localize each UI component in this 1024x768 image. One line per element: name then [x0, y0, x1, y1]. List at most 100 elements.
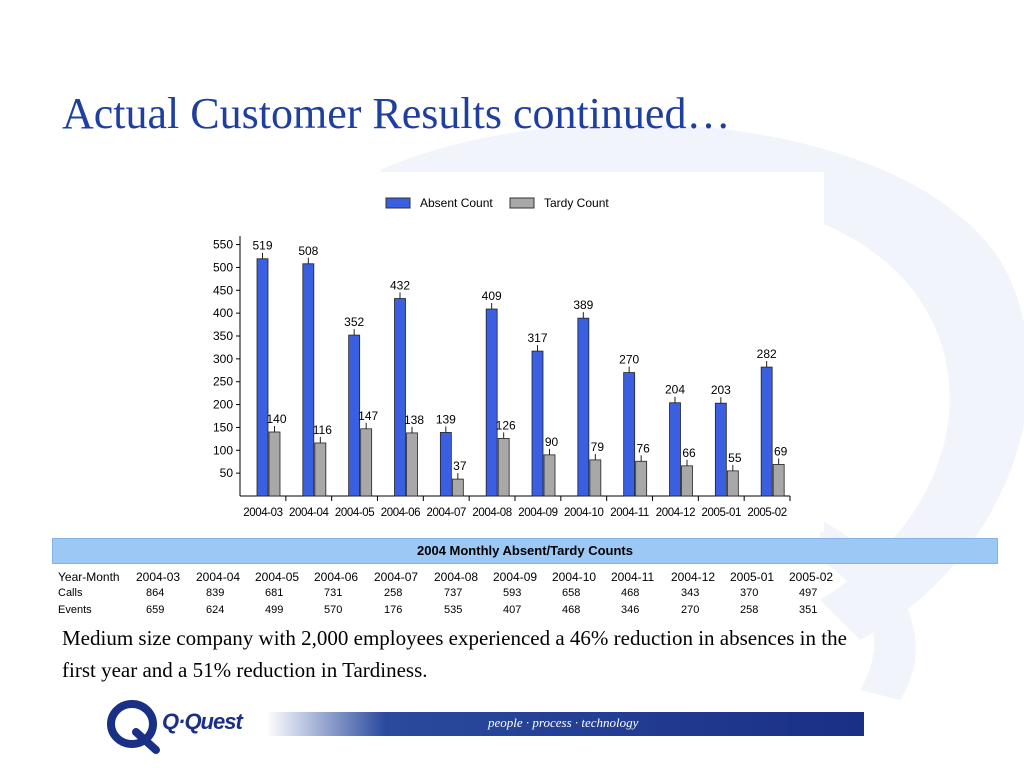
y-tick-label-10: 500: [213, 260, 233, 274]
absent-bar-6: [485, 308, 498, 497]
table-row-calls-label: Calls: [58, 587, 83, 599]
absent-bar-4: [394, 298, 406, 497]
absent-bar-8: [577, 317, 590, 497]
table-row-calls-cell: 839: [206, 587, 225, 599]
footer: people · process · technology Q Q·Quest: [106, 698, 866, 754]
absent-label-2: 508: [298, 244, 318, 258]
tardy-label-11: 55: [728, 451, 742, 465]
tardy-label-5: 37: [453, 459, 467, 473]
tardy-bar-11: [726, 470, 739, 497]
absent-label-7: 317: [527, 331, 547, 345]
absent-bar-10: [669, 402, 681, 497]
tardy-bar-4: [406, 432, 418, 497]
y-tick-label-8: 400: [213, 306, 233, 320]
table-row-events-cell: 659: [146, 604, 165, 616]
tardy-label-7: 90: [545, 435, 559, 449]
table-header-row-label: Year-Month: [58, 570, 120, 584]
footer-bar: [266, 712, 864, 736]
tardy-label-12: 69: [774, 444, 788, 458]
tardy-label-3: 147: [358, 409, 378, 423]
legend-swatch-1: [385, 197, 411, 209]
x-tick-label-8: 2004-10: [564, 507, 603, 519]
tardy-bar-1: [268, 431, 281, 497]
table-header-row-cell: 2005-02: [789, 570, 834, 584]
tardy-bar-3: [360, 428, 373, 497]
tardy-bar-5: [451, 478, 464, 497]
logo-wordmark: Q·Quest: [162, 709, 243, 734]
absent-label-1: 519: [252, 239, 272, 253]
tardy-label-9: 76: [636, 441, 650, 455]
x-tick-label-6: 2004-08: [472, 507, 511, 519]
table-header-row-cell: 2004-08: [434, 570, 479, 584]
tardy-bar-2: [314, 442, 327, 497]
table-row-calls-cell: 658: [562, 587, 581, 599]
x-tick-label-9: 2004-11: [610, 507, 649, 519]
tardy-label-10: 66: [682, 446, 696, 460]
x-tick-label-10: 2004-12: [656, 507, 695, 519]
x-tick-label-11: 2005-01: [702, 507, 741, 519]
tardy-bar-8: [589, 459, 602, 497]
table-row-events-cell: 351: [799, 604, 818, 616]
tagline: people · process · technology: [488, 715, 639, 730]
absent-label-8: 389: [573, 298, 593, 312]
absent-bar-9: [623, 372, 636, 497]
absent-bar-12: [760, 366, 773, 497]
y-tick-label-11: 550: [213, 238, 233, 252]
table-row-events-cell: 468: [562, 604, 581, 616]
q-logo-icon: Q: [107, 700, 160, 754]
x-tick-label-12: 2005-02: [747, 507, 786, 519]
tardy-bar-7: [543, 454, 556, 497]
table-row-events-cell: 270: [681, 604, 700, 616]
table-row-calls-cell: 864: [146, 587, 165, 599]
y-tick-label-2: 100: [213, 443, 233, 457]
tardy-bar-10: [681, 465, 693, 497]
slide-title: Actual Customer Results continued…: [62, 89, 731, 138]
x-tick-label-7: 2004-09: [518, 507, 557, 519]
table-header-row-cell: 2004-10: [552, 570, 597, 584]
table-header-row-cell: 2004-06: [314, 570, 359, 584]
table-row-calls-cell: 370: [740, 587, 759, 599]
y-tick-label-6: 300: [213, 352, 233, 366]
table-row-events-cell: 624: [206, 604, 225, 616]
table-row-calls-cell: 497: [799, 587, 818, 599]
y-tick-label-3: 150: [213, 420, 233, 434]
table-row-calls-cell: 343: [681, 587, 700, 599]
absent-label-12: 282: [757, 347, 777, 361]
absent-bar-5: [439, 432, 452, 497]
legend-swatch-2: [509, 197, 535, 209]
legend-label-1: Absent Count: [420, 196, 493, 210]
table-header-row-cell: 2004-05: [255, 570, 300, 584]
y-tick-label-4: 200: [213, 398, 233, 412]
x-tick-label-5: 2004-07: [427, 507, 466, 519]
y-tick-label-9: 450: [213, 283, 233, 297]
tardy-bar-12: [772, 464, 785, 497]
tardy-label-2: 116: [313, 423, 332, 437]
table-row-events-cell: 346: [621, 604, 640, 616]
table-header-row-cell: 2004-07: [374, 570, 419, 584]
table-row-events-cell: 258: [740, 604, 759, 616]
table-header-row-cell: 2005-01: [730, 570, 775, 584]
tardy-bar-6: [497, 437, 510, 497]
chart-canvas: Absent Count Tardy Count 50 100 150 200 250 300…: [213, 196, 791, 519]
absent-bar-2: [302, 263, 315, 497]
absent-label-9: 270: [619, 353, 639, 367]
x-tick-label-1: 2004-03: [243, 507, 282, 519]
tardy-label-4: 138: [404, 413, 424, 427]
table-row-events-cell: 499: [265, 604, 284, 616]
tardy-label-8: 79: [591, 440, 605, 454]
table-header-row-cell: 2004-03: [136, 570, 181, 584]
table-row-calls-cell: 468: [621, 587, 640, 599]
table-row-calls-cell: 681: [265, 587, 284, 599]
table-row-calls-cell: 737: [444, 587, 463, 599]
absent-label-6: 409: [482, 289, 502, 303]
table-row-calls-cell: 731: [324, 587, 343, 599]
table-row-events-label: Events: [58, 604, 92, 616]
x-tick-label-2: 2004-04: [289, 507, 329, 519]
x-tick-label-4: 2004-06: [381, 507, 420, 519]
x-tick-label-3: 2004-05: [335, 507, 374, 519]
table-row-events-cell: 407: [503, 604, 522, 616]
table-row-events-cell: 570: [324, 604, 343, 616]
absent-label-4: 432: [390, 279, 410, 293]
table-row-calls-cell: 593: [503, 587, 522, 599]
tardy-label-1: 140: [266, 412, 286, 426]
